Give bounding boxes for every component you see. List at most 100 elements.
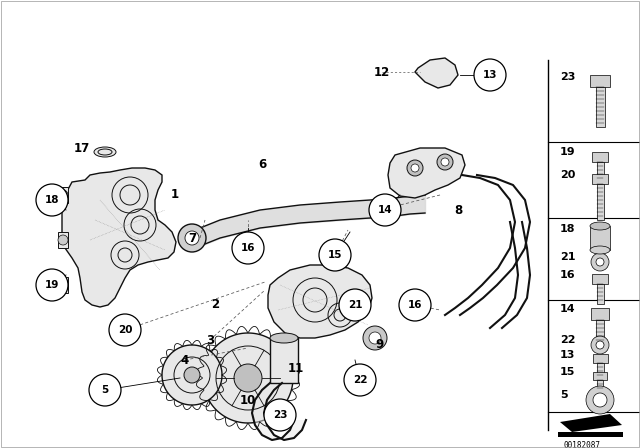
Circle shape (369, 332, 381, 344)
Text: 21: 21 (560, 252, 575, 262)
Circle shape (232, 232, 264, 264)
Bar (58, 232, 68, 248)
Polygon shape (388, 148, 465, 198)
Text: 13: 13 (560, 350, 575, 360)
Circle shape (58, 280, 68, 290)
Circle shape (596, 258, 604, 266)
Bar (591, 308, 609, 320)
Circle shape (596, 341, 604, 349)
Text: 4: 4 (181, 353, 189, 366)
Circle shape (591, 253, 609, 271)
Circle shape (343, 292, 363, 312)
Text: 6: 6 (258, 159, 266, 172)
Circle shape (234, 364, 262, 392)
Text: 2: 2 (211, 298, 219, 311)
Circle shape (185, 231, 199, 245)
Text: 16: 16 (241, 243, 255, 253)
Text: 11: 11 (288, 362, 304, 375)
Text: 20: 20 (118, 325, 132, 335)
Circle shape (58, 190, 68, 200)
Circle shape (178, 224, 206, 252)
Ellipse shape (270, 333, 298, 343)
Circle shape (586, 386, 614, 414)
Circle shape (339, 289, 371, 321)
Circle shape (184, 367, 200, 383)
Text: 21: 21 (348, 300, 362, 310)
Circle shape (407, 160, 423, 176)
Text: 10: 10 (240, 393, 256, 406)
Text: 14: 14 (560, 304, 575, 314)
Bar (597, 284, 604, 304)
Bar (58, 277, 68, 293)
Circle shape (369, 194, 401, 226)
Bar (590, 75, 610, 87)
Polygon shape (268, 265, 372, 338)
Bar (597, 184, 604, 220)
Text: 19: 19 (560, 147, 575, 157)
Circle shape (348, 297, 358, 307)
Circle shape (264, 399, 296, 431)
Bar (593, 372, 607, 380)
Circle shape (319, 239, 351, 271)
Bar (597, 162, 604, 180)
Text: 17: 17 (74, 142, 90, 155)
Text: 14: 14 (378, 205, 392, 215)
Bar (558, 432, 623, 437)
Bar (596, 87, 605, 127)
Text: 12: 12 (374, 65, 390, 78)
Text: 22: 22 (353, 375, 367, 385)
Circle shape (363, 326, 387, 350)
Text: 22: 22 (560, 335, 575, 345)
Polygon shape (62, 168, 176, 307)
Bar (592, 152, 608, 162)
Ellipse shape (590, 222, 610, 230)
Text: 5: 5 (101, 385, 109, 395)
Text: 15: 15 (328, 250, 342, 260)
Circle shape (441, 158, 449, 166)
Bar (590, 226, 610, 250)
Circle shape (399, 289, 431, 321)
Circle shape (437, 154, 453, 170)
Circle shape (89, 374, 121, 406)
Circle shape (593, 393, 607, 407)
Polygon shape (415, 58, 458, 88)
Bar (592, 174, 608, 184)
Circle shape (36, 269, 68, 301)
Text: 9: 9 (376, 339, 384, 352)
Bar (593, 354, 608, 363)
Text: 00182087: 00182087 (563, 440, 600, 448)
Circle shape (109, 314, 141, 346)
Circle shape (591, 336, 609, 354)
Text: 20: 20 (560, 170, 575, 180)
Circle shape (344, 364, 376, 396)
Ellipse shape (94, 147, 116, 157)
Text: 18: 18 (560, 224, 575, 234)
Polygon shape (560, 414, 622, 432)
Text: 16: 16 (560, 270, 575, 280)
Bar (270, 338, 298, 383)
Bar (58, 187, 68, 203)
Bar (597, 363, 604, 377)
Polygon shape (252, 383, 306, 440)
Text: 16: 16 (408, 300, 422, 310)
Text: 18: 18 (45, 195, 60, 205)
Text: 8: 8 (454, 203, 462, 216)
Text: 13: 13 (483, 70, 497, 80)
Bar (592, 274, 608, 284)
Polygon shape (203, 333, 293, 423)
Polygon shape (162, 345, 222, 405)
Text: 3: 3 (206, 333, 214, 346)
Text: 19: 19 (45, 280, 59, 290)
Circle shape (58, 235, 68, 245)
Text: 23: 23 (273, 410, 287, 420)
Circle shape (36, 184, 68, 216)
Ellipse shape (590, 246, 610, 254)
Text: 5: 5 (560, 390, 568, 400)
Text: 1: 1 (171, 189, 179, 202)
Text: 23: 23 (560, 72, 575, 82)
Bar (597, 380, 603, 392)
Circle shape (411, 164, 419, 172)
Text: 15: 15 (560, 367, 575, 377)
Bar (596, 320, 604, 346)
Text: 7: 7 (188, 232, 196, 245)
